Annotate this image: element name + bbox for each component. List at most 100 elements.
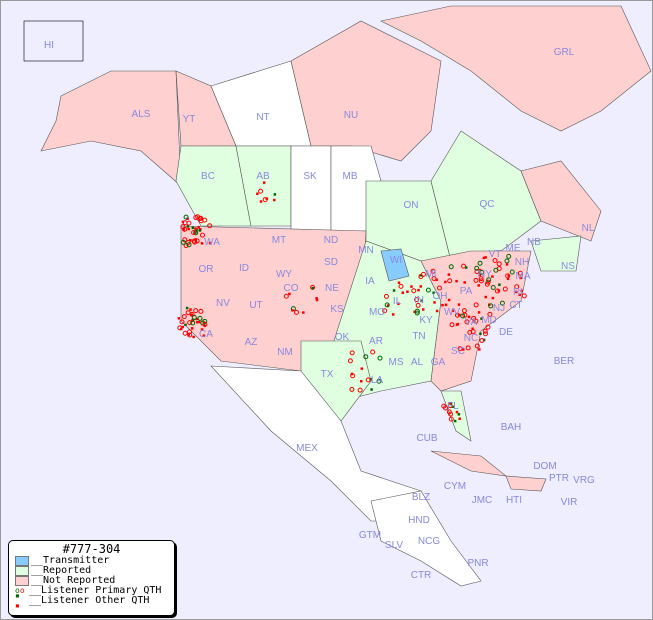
- listener-primary-marker: [202, 217, 208, 223]
- listener-other-marker: [198, 229, 202, 232]
- listener-primary-marker: [187, 320, 193, 326]
- region-label-de: DE: [499, 327, 513, 338]
- listener-primary-marker: [185, 310, 191, 316]
- region-label-or: OR: [199, 264, 214, 275]
- transmitter-swatch: [15, 556, 29, 566]
- region-label-nv: NV: [216, 298, 230, 309]
- region-label-nc: NC: [464, 333, 478, 344]
- region-label-nl: NL: [582, 223, 595, 234]
- region-alaska: [40, 70, 182, 187]
- region-label-al: AL: [411, 357, 424, 368]
- region-label-pnr: PNR: [467, 558, 488, 569]
- region-central-america: [370, 490, 482, 587]
- region-label-ia: IA: [365, 276, 375, 287]
- listener-other-marker: [444, 280, 447, 284]
- region-label-ut: UT: [249, 300, 262, 311]
- region-label-wy: WY: [276, 269, 292, 280]
- listener-primary-marker: [414, 297, 420, 303]
- listener-other-marker: [397, 281, 401, 284]
- listener-other-marker: [190, 327, 194, 330]
- listener-other-marker: [177, 317, 181, 320]
- listener-primary-marker: [460, 263, 466, 269]
- listener-primary-marker: [492, 258, 498, 264]
- listener-primary-marker: [448, 416, 454, 422]
- listener-other-marker: [391, 313, 395, 316]
- listener-primary-marker: [473, 277, 479, 283]
- listener-primary-marker: [349, 350, 355, 356]
- region-label-ks: KS: [330, 304, 344, 315]
- region-label-nt: NT: [256, 112, 269, 123]
- listener-primary-marker: [485, 324, 491, 330]
- listener-other-marker: [491, 275, 494, 278]
- region-label-ct: CT: [509, 300, 522, 311]
- listener-primary-marker: [504, 258, 510, 264]
- region-us-east: [420, 250, 532, 392]
- listener-other-marker: [195, 317, 199, 321]
- listener-primary-marker: [186, 329, 192, 335]
- region-label-fl: FL: [447, 401, 459, 412]
- listener-primary-marker: [193, 308, 199, 314]
- listener-primary-marker: [190, 320, 196, 326]
- region-label-ncg: NCG: [418, 536, 440, 547]
- listener-primary-marker: [186, 220, 192, 226]
- listener-primary-marker: [447, 403, 453, 409]
- listener-other-marker: [192, 335, 195, 339]
- listener-other-marker: [194, 227, 197, 230]
- region-label-vrg: VRG: [573, 475, 595, 486]
- listener-other-marker: [187, 333, 190, 337]
- listener-other-marker: [421, 308, 425, 311]
- listener-other-marker: [197, 225, 200, 229]
- region-label-mo: MO: [369, 307, 385, 318]
- listener-other-marker: [187, 227, 190, 231]
- legend-reported: __Reported: [9, 566, 174, 576]
- listener-primary-marker: [181, 314, 187, 320]
- region-label-mi: MI: [425, 269, 436, 280]
- listener-other-marker: [413, 310, 416, 314]
- listener-other-marker: [477, 284, 480, 287]
- listener-other-marker: [518, 293, 521, 297]
- listener-other-marker: [462, 348, 465, 351]
- listener-other-marker: [491, 296, 495, 300]
- region-label-sk: SK: [303, 171, 317, 182]
- hawaii-inset: [23, 20, 84, 62]
- region-label-sd: SD: [324, 257, 338, 268]
- listener-other-marker: [195, 320, 199, 324]
- square-marker-icon: ▪ ▪: [15, 591, 20, 610]
- region-label-ns: NS: [561, 261, 575, 272]
- listener-other-marker: [181, 325, 185, 329]
- region-label-jmc: JMC: [472, 495, 493, 506]
- listener-primary-marker: [436, 285, 442, 291]
- listener-primary-marker: [180, 239, 186, 245]
- region-label-cub: CUB: [416, 433, 437, 444]
- listener-primary-marker: [490, 285, 496, 291]
- region-label-hi: HI: [44, 40, 54, 51]
- legend-label: __Not Reported: [31, 575, 116, 586]
- listener-other-marker: [447, 273, 451, 276]
- listener-primary-marker: [382, 308, 388, 314]
- legend-label: __Reported: [31, 565, 92, 576]
- region-label-slv: SLV: [385, 540, 403, 551]
- region-label-mex: MEX: [296, 443, 318, 454]
- region-label-ky: KY: [419, 315, 433, 326]
- listener-primary-marker: [484, 281, 490, 287]
- listener-primary-marker: [377, 355, 383, 361]
- listener-other-marker: [262, 181, 266, 184]
- listener-primary-marker: [414, 310, 420, 316]
- listener-primary-marker: [294, 309, 300, 315]
- listener-primary-marker: [418, 274, 424, 280]
- region-label-id: ID: [239, 263, 249, 274]
- listener-other-marker: [194, 238, 198, 241]
- region-label-mt: MT: [272, 235, 286, 246]
- listener-primary-marker: [464, 319, 470, 325]
- listener-other-marker: [273, 193, 277, 196]
- region-label-ab: AB: [256, 171, 270, 182]
- region-label-nb: NB: [527, 237, 541, 248]
- listener-other-marker: [478, 273, 482, 277]
- listener-primary-marker: [473, 318, 479, 324]
- listener-primary-marker: [415, 302, 421, 308]
- region-label-ne: NE: [325, 283, 339, 294]
- region-label-hnd: HND: [408, 515, 430, 526]
- listener-other-marker: [482, 256, 486, 260]
